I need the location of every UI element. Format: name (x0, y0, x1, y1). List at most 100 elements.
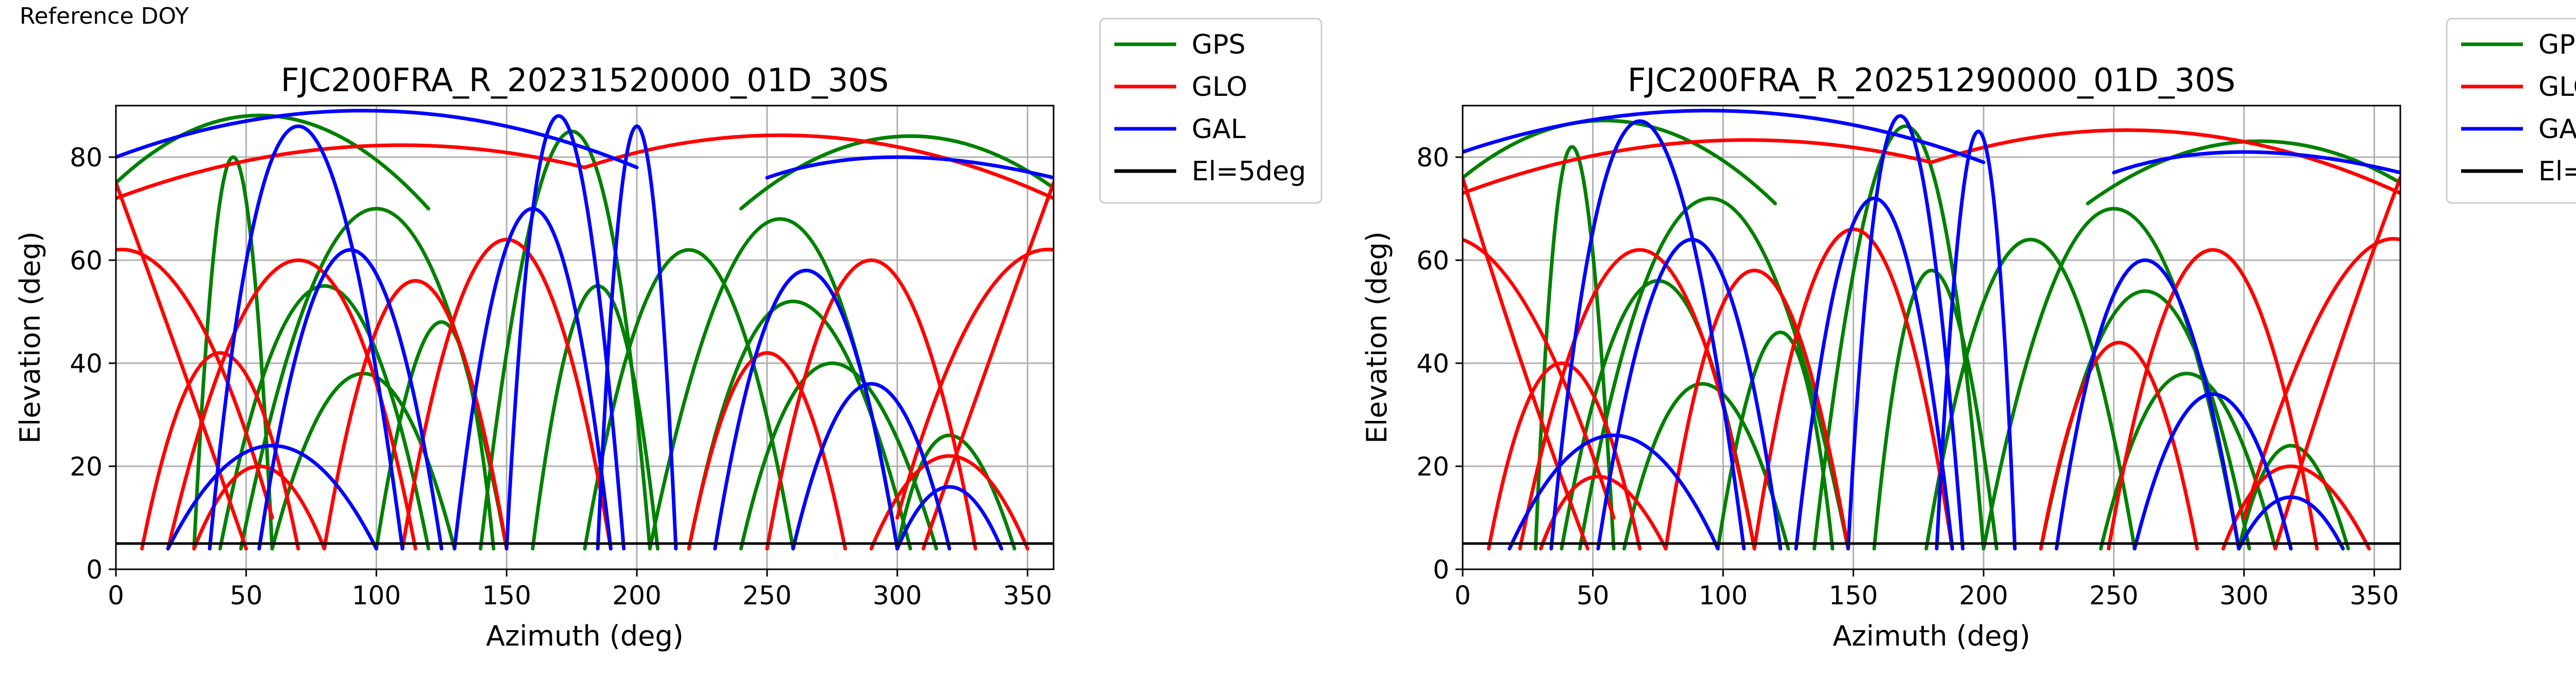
arc-gps (2237, 444, 2350, 551)
arc-gps (583, 248, 795, 551)
arc-gps (1463, 118, 1777, 206)
legend-label-gal: GAL (1192, 114, 1246, 145)
arc-gal (1846, 114, 1965, 551)
arc-gal (765, 155, 1054, 180)
arc-gps (1924, 238, 2137, 551)
arc-glo (1463, 176, 1590, 551)
arc-gps (1872, 268, 1998, 551)
legend-label-el-5deg: El=5deg (2538, 156, 2576, 187)
arc-gps (739, 134, 1054, 211)
legend-label-glo: GLO (2538, 72, 2576, 103)
arc-gal (791, 382, 952, 551)
arc-glo (1487, 361, 1642, 551)
legend-label-gal: GAL (2538, 114, 2576, 145)
data-layer (1463, 109, 2400, 551)
x-tick-label: 200 (612, 581, 661, 611)
arc-glo (583, 133, 1054, 200)
arc-gps (895, 433, 1016, 551)
reference-doy-caption: Reference DOY (20, 3, 189, 29)
x-tick-label: 50 (230, 581, 263, 611)
arc-glo (921, 181, 1054, 551)
x-tick-label: 150 (1829, 581, 1878, 611)
arc-gal (2132, 392, 2293, 551)
arc-glo (400, 238, 613, 551)
arc-glo (116, 247, 274, 520)
arc-glo (2221, 464, 2371, 551)
axes-frame (1462, 105, 2401, 570)
legend-box (2446, 18, 2576, 204)
arc-gal (2112, 150, 2400, 175)
y-tick-label: 60 (1416, 246, 1449, 276)
x-tick-label: 300 (873, 581, 922, 611)
x-axis-label: Azimuth (deg) (486, 620, 684, 652)
chart-title: FJC200FRA_R_20251290000_01D_30S (1628, 61, 2235, 99)
x-tick-label: 300 (2219, 581, 2268, 611)
y-tick-label: 20 (70, 452, 103, 482)
plot-area (1463, 106, 2400, 569)
skyplot-chart-right: 0 50 100 150 200 250 300 350 0 20 40 60 80 FJC200FRA_… (1361, 18, 2576, 652)
y-tick-label: 0 (86, 555, 103, 585)
y-tick-label: 20 (1416, 452, 1449, 482)
arc-gal (713, 268, 900, 551)
legend: GPS GLO GAL El=5deg (1099, 18, 1323, 204)
arc-glo (1664, 268, 1850, 551)
arc-gal (1549, 119, 1746, 551)
arc-glo (765, 258, 977, 551)
y-axis-label: Elevation (deg) (14, 231, 46, 444)
y-axis-label: Elevation (deg) (1361, 231, 1393, 444)
arc-gal (1596, 238, 1783, 551)
arc-gps (1716, 330, 1835, 551)
arc-glo (116, 181, 248, 551)
y-tick-label: 40 (70, 349, 103, 379)
arc-gal (504, 114, 626, 551)
legend-box (1099, 18, 1323, 204)
x-tick-label: 100 (1699, 581, 1748, 611)
arc-gal (1507, 433, 1720, 551)
axes-frame (115, 105, 1055, 570)
x-tick-label: 150 (482, 581, 531, 611)
y-tick-label: 80 (1416, 143, 1449, 173)
x-tick-label: 250 (2089, 581, 2138, 611)
legend-label-glo: GLO (1192, 72, 1247, 103)
arc-glo (2273, 176, 2400, 551)
arc-glo (116, 143, 587, 200)
arc-gps (192, 155, 274, 551)
legend-label-gps: GPS (2538, 29, 2576, 60)
arc-gal (208, 124, 404, 551)
arc-glo (1929, 128, 2400, 195)
data-layer (116, 109, 1054, 551)
arc-gal (166, 444, 379, 551)
arc-gal (2237, 495, 2345, 551)
arc-glo (1752, 227, 1954, 551)
arc-gal (2055, 258, 2241, 551)
y-tick-label: 0 (1433, 555, 1449, 585)
x-tick-label: 50 (1577, 581, 1609, 611)
plot-area (116, 106, 1054, 569)
x-tick-label: 350 (1003, 581, 1052, 611)
arc-gps (375, 320, 496, 551)
x-axis-label: Azimuth (deg) (1833, 620, 2030, 652)
legend-label-gps: GPS (1192, 29, 1246, 60)
arc-gal (116, 109, 639, 170)
arc-gal (895, 485, 1004, 551)
x-tick-label: 100 (352, 581, 401, 611)
arc-gps (218, 284, 431, 551)
arc-gps (1578, 196, 1850, 551)
arc-glo (1463, 138, 1934, 195)
arc-glo (869, 454, 1029, 551)
arc-gps (1622, 382, 1790, 551)
arc-glo (2242, 237, 2400, 520)
x-tick-label: 0 (108, 581, 124, 611)
legend-label-el-5deg: El=5deg (1192, 156, 1306, 187)
arc-gal (1794, 196, 1954, 551)
arc-gal (1935, 129, 2017, 551)
x-tick-label: 350 (2350, 581, 2399, 611)
x-tick-label: 200 (1959, 581, 2008, 611)
skyplot-chart-left: 0 50 100 150 200 250 300 350 0 20 40 60 80 FJC200FRA_… (14, 18, 1323, 652)
y-tick-label: 40 (1416, 349, 1449, 379)
arc-gal (1463, 109, 1986, 164)
chart-title: FJC200FRA_R_20231520000_01D_30S (281, 61, 889, 99)
x-tick-label: 250 (742, 581, 791, 611)
arc-glo (322, 279, 509, 551)
arc-gal (596, 124, 678, 551)
